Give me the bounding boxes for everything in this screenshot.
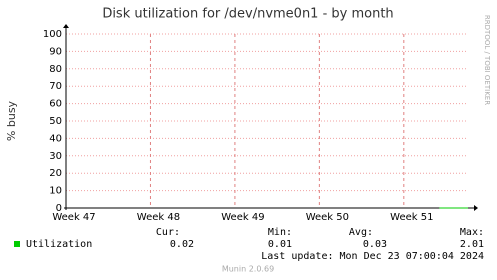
x-tick-label: Week 51 [390,212,433,223]
stat-header: Max: [460,227,484,238]
y-tick-label: 50 [49,116,62,127]
x-tick-label: Week 48 [137,212,180,223]
side-label: RRDTOOL / TOBI OETIKER [483,15,491,105]
axis-arrow [63,24,69,28]
y-tick-label: 60 [49,99,62,110]
y-tick-label: 40 [49,133,62,144]
y-tick-label: 70 [49,81,62,92]
stat-header: Cur: [156,227,180,238]
stat-value: 0.03 [363,239,387,250]
y-tick-label: 100 [43,29,62,40]
last-update: Last update: Mon Dec 23 07:00:04 2024 [261,251,484,262]
legend-label: Utilization [26,239,92,250]
stat-value: 0.02 [170,239,194,250]
y-axis-label: % busy [5,100,18,141]
stat-header: Avg: [349,227,373,238]
legend-swatch [14,241,20,247]
stat-value: 2.01 [460,239,484,250]
y-tick-label: 90 [49,46,62,57]
x-tick-label: Week 47 [52,212,95,223]
stat-header: Min: [268,227,292,238]
y-tick-label: 80 [49,64,62,75]
y-tick-label: 10 [49,186,62,197]
footer: Munin 2.0.69 [222,265,274,274]
y-tick-label: 0 [56,203,62,214]
stat-value: 0.01 [268,239,292,250]
x-tick-label: Week 50 [306,212,349,223]
x-tick-label: Week 49 [221,212,264,223]
chart-title: Disk utilization for /dev/nvme0n1 - by m… [102,7,393,22]
y-tick-label: 30 [49,151,62,162]
axis-arrow [474,205,478,211]
y-tick-label: 20 [49,168,62,179]
